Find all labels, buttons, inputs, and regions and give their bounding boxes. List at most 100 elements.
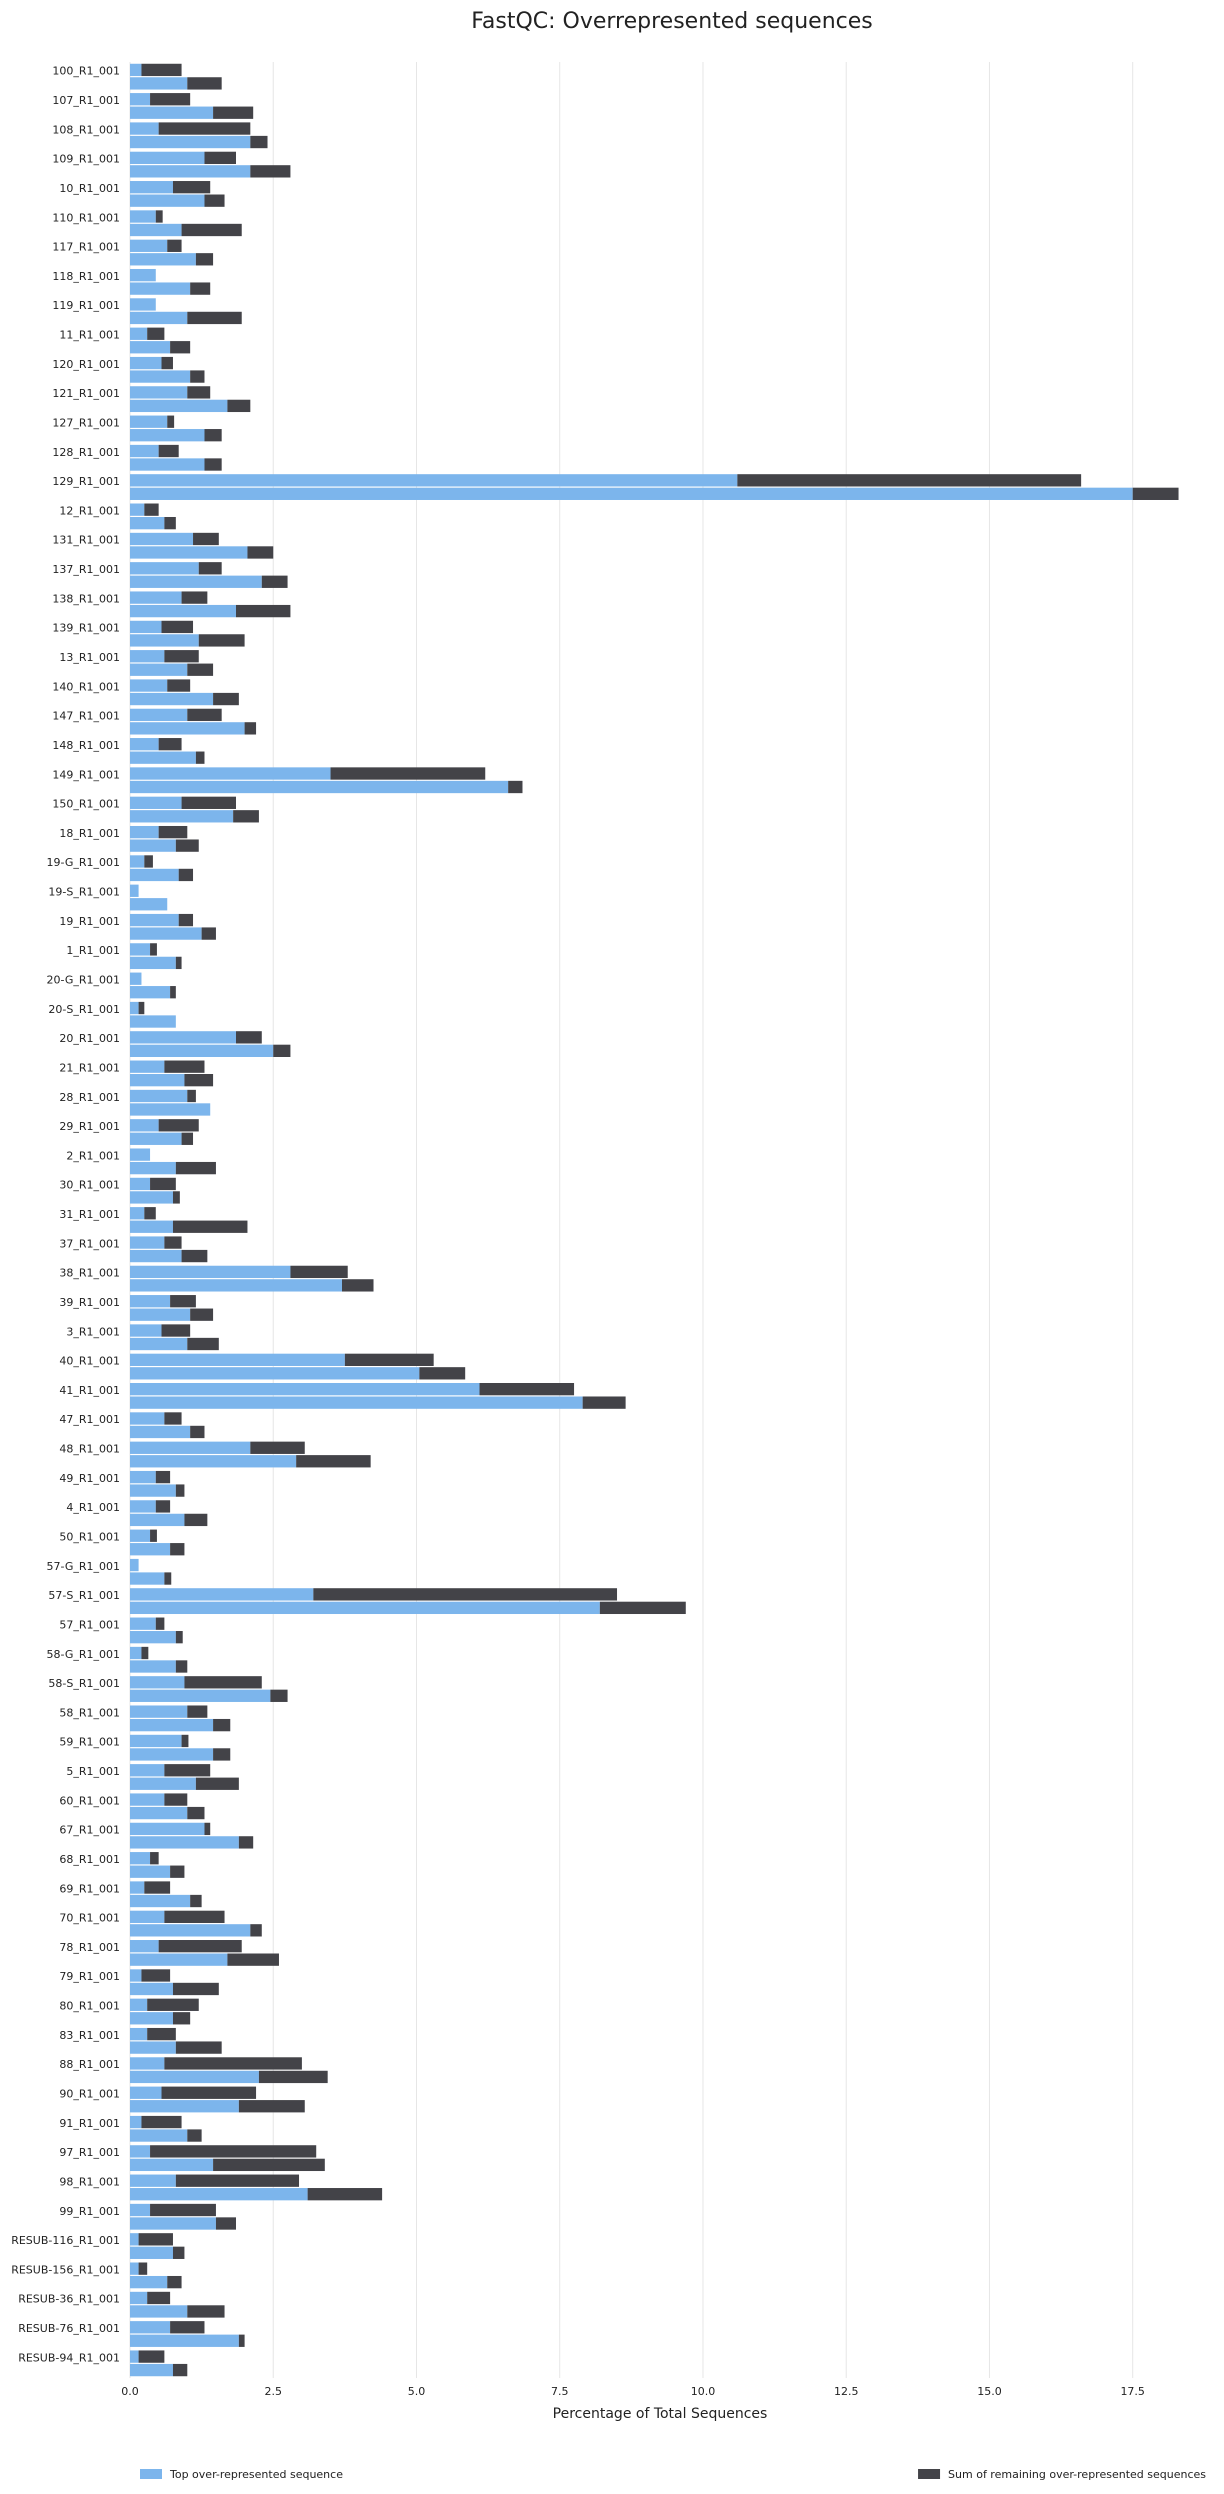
legend-swatch-top[interactable] bbox=[140, 2469, 162, 2479]
bar-top-sequence bbox=[130, 767, 331, 780]
bar-top-sequence bbox=[130, 1852, 151, 1865]
bar-remaining-sequences bbox=[204, 151, 236, 165]
bar-top-sequence bbox=[130, 1513, 185, 1527]
bar-remaining-sequences bbox=[150, 2145, 317, 2158]
x-tick-label: 0.0 bbox=[121, 2385, 139, 2398]
bar-top-sequence bbox=[130, 415, 168, 428]
bar-remaining-sequences bbox=[138, 2350, 165, 2363]
y-tick-label: 120_R1_001 bbox=[52, 358, 120, 371]
bar-top-sequence bbox=[130, 943, 151, 956]
y-tick-label: 148_R1_001 bbox=[52, 739, 120, 752]
bar-series bbox=[130, 63, 1179, 2377]
bar-top-sequence bbox=[130, 825, 159, 839]
bar-remaining-sequences bbox=[273, 1044, 291, 1058]
legend-swatch-remaining[interactable] bbox=[918, 2469, 941, 2479]
y-tick-label: 147_R1_001 bbox=[52, 710, 120, 723]
y-tick-label: 18_R1_001 bbox=[59, 827, 120, 840]
bar-top-sequence bbox=[130, 1969, 142, 1982]
bar-remaining-sequences bbox=[141, 1969, 171, 1982]
bar-remaining-sequences bbox=[213, 1748, 231, 1761]
bar-top-sequence bbox=[130, 1425, 191, 1439]
bar-top-sequence bbox=[130, 1660, 176, 1673]
y-axis-tick-labels: 100_R1_001 107_R1_001 108_R1_001 109_R1_001… bbox=[11, 65, 120, 2365]
bar-top-sequence bbox=[130, 2158, 214, 2172]
y-tick-label: 107_R1_001 bbox=[52, 94, 120, 107]
bar-remaining-sequences bbox=[167, 239, 182, 252]
bar-top-sequence bbox=[130, 1074, 185, 1087]
bar-remaining-sequences bbox=[261, 575, 288, 588]
y-tick-label: RESUB-116_R1_001 bbox=[11, 2234, 120, 2247]
bar-top-sequence bbox=[130, 1236, 165, 1249]
bar-remaining-sequences bbox=[164, 1060, 205, 1073]
bar-remaining-sequences bbox=[479, 1382, 575, 1396]
bar-remaining-sequences bbox=[172, 2246, 185, 2259]
bar-remaining-sequences bbox=[190, 282, 211, 295]
x-axis-tick-labels: 0.0 2.5 5.0 7.5 10.0 12.5 15.0 17.5 bbox=[121, 2385, 1145, 2398]
bar-top-sequence bbox=[130, 546, 248, 559]
y-tick-label: 58_R1_001 bbox=[59, 1706, 120, 1719]
bar-remaining-sequences bbox=[150, 943, 157, 956]
legend-label-top[interactable]: Top over-represented sequence bbox=[169, 2468, 343, 2481]
bar-remaining-sequences bbox=[167, 2275, 182, 2289]
y-tick-label: 127_R1_001 bbox=[52, 416, 120, 429]
bar-top-sequence bbox=[130, 1953, 228, 1966]
y-tick-label: 37_R1_001 bbox=[59, 1237, 120, 1250]
bar-remaining-sequences bbox=[164, 2057, 302, 2070]
bar-remaining-sequences bbox=[141, 63, 182, 77]
bar-top-sequence bbox=[130, 1001, 139, 1015]
bar-top-sequence bbox=[130, 1998, 148, 2011]
x-tick-label: 2.5 bbox=[264, 2385, 282, 2398]
bar-top-sequence bbox=[130, 927, 202, 940]
bar-remaining-sequences bbox=[187, 663, 214, 676]
bar-top-sequence bbox=[130, 106, 214, 119]
bar-top-sequence bbox=[130, 2262, 139, 2275]
bar-top-sequence bbox=[130, 2086, 162, 2099]
bar-remaining-sequences bbox=[238, 2100, 305, 2113]
bar-remaining-sequences bbox=[161, 2086, 257, 2099]
bar-remaining-sequences bbox=[170, 1295, 196, 1308]
bar-top-sequence bbox=[130, 268, 156, 282]
bar-remaining-sequences bbox=[164, 1412, 182, 1425]
bar-remaining-sequences bbox=[158, 122, 251, 135]
bar-remaining-sequences bbox=[419, 1367, 466, 1380]
bar-remaining-sequences bbox=[187, 1089, 196, 1103]
bar-top-sequence bbox=[130, 810, 234, 823]
bar-remaining-sequences bbox=[144, 1207, 156, 1220]
bar-top-sequence bbox=[130, 986, 171, 999]
bar-top-sequence bbox=[130, 122, 159, 135]
bar-remaining-sequences bbox=[1132, 487, 1179, 500]
x-tick-label: 15.0 bbox=[977, 2385, 1002, 2398]
bar-top-sequence bbox=[130, 1119, 159, 1132]
x-tick-label: 17.5 bbox=[1120, 2385, 1145, 2398]
bar-top-sequence bbox=[130, 1601, 600, 1615]
bar-top-sequence bbox=[130, 1089, 188, 1103]
y-tick-label: 140_R1_001 bbox=[52, 680, 120, 693]
legend[interactable]: Top over-represented sequence Sum of rem… bbox=[140, 2468, 1206, 2481]
bar-remaining-sequences bbox=[737, 474, 1082, 487]
y-tick-label: 28_R1_001 bbox=[59, 1091, 120, 1104]
bar-top-sequence bbox=[130, 444, 159, 458]
bar-top-sequence bbox=[130, 1982, 173, 1996]
y-tick-label: 137_R1_001 bbox=[52, 563, 120, 576]
grid-lines bbox=[129, 62, 1134, 2378]
bar-remaining-sequences bbox=[204, 458, 222, 471]
bar-remaining-sequences bbox=[170, 341, 191, 354]
bar-remaining-sequences bbox=[290, 1265, 348, 1279]
bar-top-sequence bbox=[130, 282, 191, 295]
y-tick-label: 129_R1_001 bbox=[52, 475, 120, 488]
bar-top-sequence bbox=[130, 165, 251, 178]
y-tick-label: 20-S_R1_001 bbox=[48, 1003, 120, 1016]
legend-label-remaining[interactable]: Sum of remaining over-represented sequen… bbox=[948, 2468, 1206, 2481]
bar-remaining-sequences bbox=[141, 1646, 149, 1660]
bar-top-sequence bbox=[130, 1060, 165, 1073]
bar-top-sequence bbox=[130, 2188, 308, 2201]
y-tick-label: 39_R1_001 bbox=[59, 1296, 120, 1309]
bar-remaining-sequences bbox=[144, 855, 153, 868]
y-tick-label: 78_R1_001 bbox=[59, 1941, 120, 1954]
bar-remaining-sequences bbox=[184, 1074, 214, 1087]
bar-top-sequence bbox=[130, 2334, 239, 2347]
y-tick-label: 70_R1_001 bbox=[59, 1912, 120, 1925]
bar-top-sequence bbox=[130, 2100, 239, 2113]
bar-remaining-sequences bbox=[238, 1836, 254, 1849]
bar-top-sequence bbox=[130, 1382, 480, 1396]
